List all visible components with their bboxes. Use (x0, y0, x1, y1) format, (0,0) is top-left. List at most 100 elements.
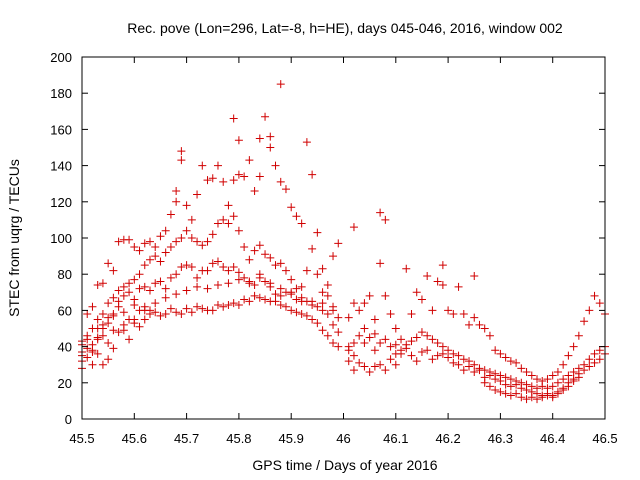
data-point (407, 310, 416, 319)
data-point (454, 282, 463, 291)
x-tick-label: 45.7 (174, 431, 199, 446)
data-point (156, 257, 165, 266)
data-point (125, 335, 134, 344)
data-point (302, 266, 311, 275)
data-point (480, 324, 489, 333)
data-point (365, 291, 374, 300)
data-point (156, 311, 165, 320)
data-point (182, 304, 191, 313)
data-point (349, 366, 358, 375)
data-point (145, 286, 154, 295)
data-point (517, 378, 526, 387)
data-point (590, 349, 599, 358)
data-point (182, 286, 191, 295)
data-point (234, 170, 243, 179)
x-tick-label: 45.6 (122, 431, 147, 446)
data-point (485, 382, 494, 391)
data-point (166, 304, 175, 313)
data-point (125, 235, 134, 244)
y-tick-label: 40 (58, 340, 72, 355)
data-point (151, 299, 160, 308)
data-point (161, 248, 170, 257)
data-point (323, 281, 332, 290)
data-point (255, 273, 264, 282)
data-point (172, 237, 181, 246)
data-point (145, 237, 154, 246)
data-point (329, 306, 338, 315)
data-point (93, 281, 102, 290)
data-point (161, 310, 170, 319)
y-tick-label: 140 (50, 159, 72, 174)
data-point (423, 346, 432, 355)
x-tick-label: 46.4 (540, 431, 565, 446)
data-point (543, 375, 552, 384)
data-point (318, 326, 327, 335)
data-point (548, 393, 557, 402)
data-point (538, 393, 547, 402)
data-point (438, 342, 447, 351)
data-point (156, 277, 165, 286)
data-point (297, 310, 306, 319)
data-point (522, 395, 531, 404)
data-point (297, 282, 306, 291)
data-point (428, 306, 437, 315)
data-point (234, 226, 243, 235)
data-point (88, 360, 97, 369)
data-point (454, 360, 463, 369)
data-point (376, 208, 385, 217)
x-tick-label: 45.9 (279, 431, 304, 446)
data-point (104, 299, 113, 308)
y-tick-label: 160 (50, 122, 72, 137)
data-point (491, 386, 500, 395)
data-point (433, 277, 442, 286)
data-point (585, 362, 594, 371)
data-point (240, 295, 249, 304)
data-point (287, 203, 296, 212)
data-point (109, 310, 118, 319)
data-point (349, 351, 358, 360)
data-point (224, 300, 233, 309)
data-point (470, 313, 479, 322)
data-point (198, 304, 207, 313)
data-point (109, 326, 118, 335)
data-point (224, 201, 233, 210)
data-point (88, 324, 97, 333)
data-point (402, 264, 411, 273)
x-tick-label: 45.5 (69, 431, 94, 446)
data-point (292, 212, 301, 221)
data-points (78, 80, 609, 404)
data-point (574, 373, 583, 382)
data-point (276, 300, 285, 309)
data-point (151, 243, 160, 252)
y-axis-label: STEC from uqrg / TECUs (6, 159, 22, 317)
y-tick-label: 80 (58, 267, 72, 282)
data-point (203, 237, 212, 246)
data-point (302, 311, 311, 320)
data-point (193, 302, 202, 311)
data-point (287, 288, 296, 297)
y-tick-label: 60 (58, 303, 72, 318)
data-point (271, 261, 280, 270)
data-point (308, 315, 317, 324)
data-point (193, 190, 202, 199)
data-point (522, 380, 531, 389)
data-point (240, 243, 249, 252)
data-point (512, 389, 521, 398)
data-point (193, 237, 202, 246)
data-point (182, 201, 191, 210)
data-point (564, 382, 573, 391)
data-point (449, 358, 458, 367)
data-point (250, 246, 259, 255)
data-point (109, 293, 118, 302)
data-point (381, 366, 390, 375)
data-point (501, 373, 510, 382)
data-point (407, 337, 416, 346)
data-point (83, 331, 92, 340)
data-point (208, 259, 217, 268)
data-point (281, 185, 290, 194)
data-point (135, 284, 144, 293)
y-tick-label: 180 (50, 86, 72, 101)
data-point (140, 261, 149, 270)
data-point (349, 299, 358, 308)
